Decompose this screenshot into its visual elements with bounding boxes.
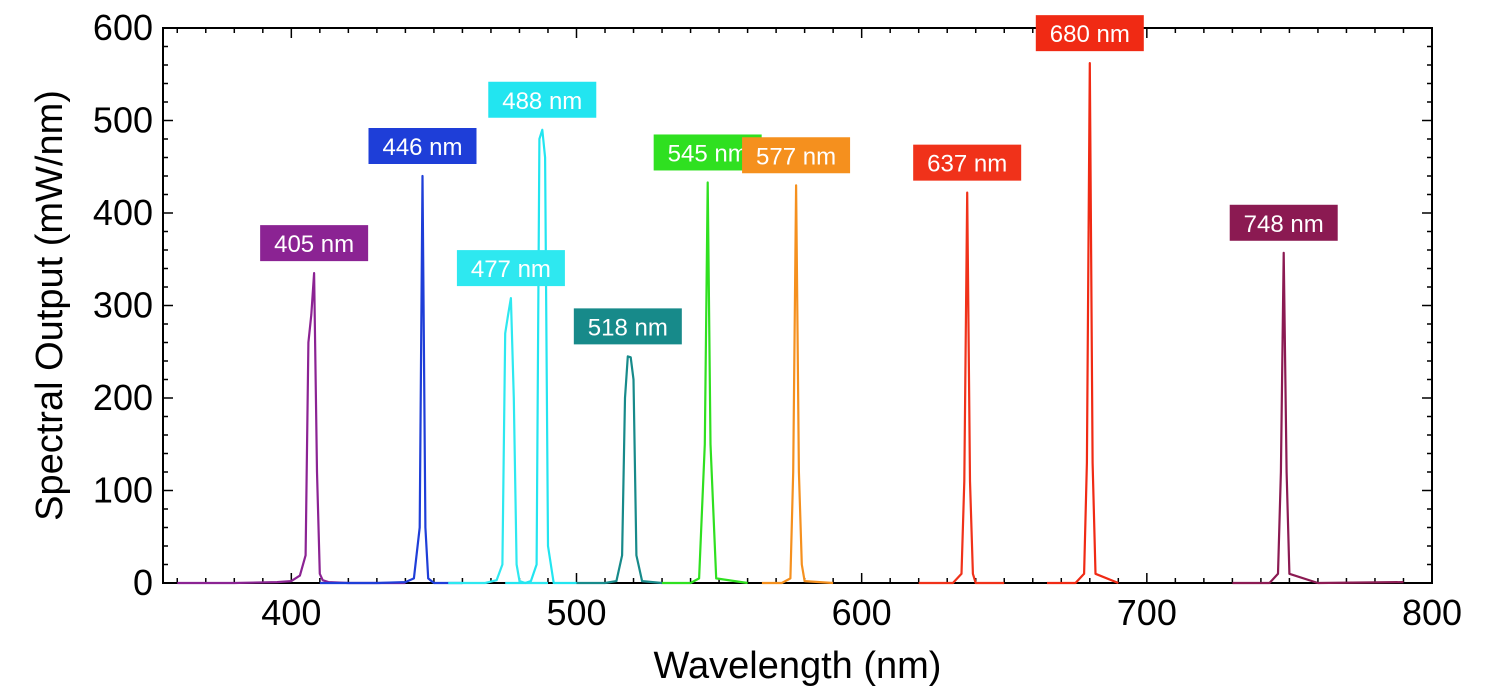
y-tick-label: 200 bbox=[93, 377, 153, 418]
x-tick-label: 400 bbox=[261, 592, 321, 633]
y-tick-label: 300 bbox=[93, 285, 153, 326]
peak-label-text: 680 nm bbox=[1050, 21, 1130, 48]
peak-label-text: 637 nm bbox=[927, 151, 1007, 178]
peak-label-box bbox=[573, 308, 682, 345]
x-tick-label: 800 bbox=[1402, 592, 1462, 633]
y-tick-label: 400 bbox=[93, 192, 153, 233]
series-line bbox=[576, 355, 663, 585]
series-line bbox=[319, 174, 463, 585]
series-line bbox=[761, 184, 834, 585]
peak-label-text: 518 nm bbox=[588, 314, 668, 341]
peak-label-text: 477 nm bbox=[471, 256, 551, 283]
series-line bbox=[1047, 61, 1119, 585]
series-line bbox=[448, 297, 548, 585]
peak-label-text: 577 nm bbox=[756, 143, 836, 170]
peak-label: 477 nm bbox=[456, 250, 565, 287]
y-tick-label: 0 bbox=[133, 562, 153, 603]
peak-label-text: 748 nm bbox=[1244, 211, 1324, 238]
peak-label: 680 nm bbox=[1035, 15, 1144, 52]
series-line bbox=[1232, 251, 1404, 585]
x-tick-label: 700 bbox=[1117, 592, 1177, 633]
peak-label-text: 545 nm bbox=[668, 140, 748, 167]
peak-label-box bbox=[742, 137, 851, 174]
peak-label-box bbox=[1229, 204, 1338, 241]
series-line bbox=[918, 191, 1005, 585]
peak-label-box bbox=[368, 128, 477, 164]
x-axis-title: Wavelength (nm) bbox=[654, 645, 942, 687]
peak-label: 405 nm bbox=[260, 225, 369, 262]
peak-label: 488 nm bbox=[488, 81, 597, 118]
peak-label-text: 405 nm bbox=[274, 231, 354, 258]
y-tick-label: 100 bbox=[93, 470, 153, 511]
peak-label-box bbox=[456, 250, 565, 287]
series-line bbox=[505, 128, 577, 585]
peak-label: 577 nm bbox=[742, 137, 851, 174]
series-line bbox=[662, 181, 748, 585]
peak-label-box bbox=[260, 225, 369, 262]
peak-label-box bbox=[1035, 15, 1144, 52]
y-tick-label: 500 bbox=[93, 100, 153, 141]
peak-label: 748 nm bbox=[1229, 204, 1338, 241]
x-tick-label: 500 bbox=[546, 592, 606, 633]
y-axis-title: Spectral Output (mW/nm) bbox=[29, 90, 71, 521]
peak-label: 518 nm bbox=[573, 308, 682, 345]
peak-label-text: 488 nm bbox=[502, 88, 582, 115]
x-tick-label: 600 bbox=[832, 592, 892, 633]
peak-label-box bbox=[913, 144, 1022, 181]
peak-label: 637 nm bbox=[913, 144, 1022, 181]
peak-label: 446 nm bbox=[368, 128, 477, 164]
peak-label-text: 446 nm bbox=[382, 134, 462, 161]
y-tick-label: 600 bbox=[93, 7, 153, 48]
series-line bbox=[177, 272, 406, 585]
peak-label-box bbox=[488, 81, 597, 118]
